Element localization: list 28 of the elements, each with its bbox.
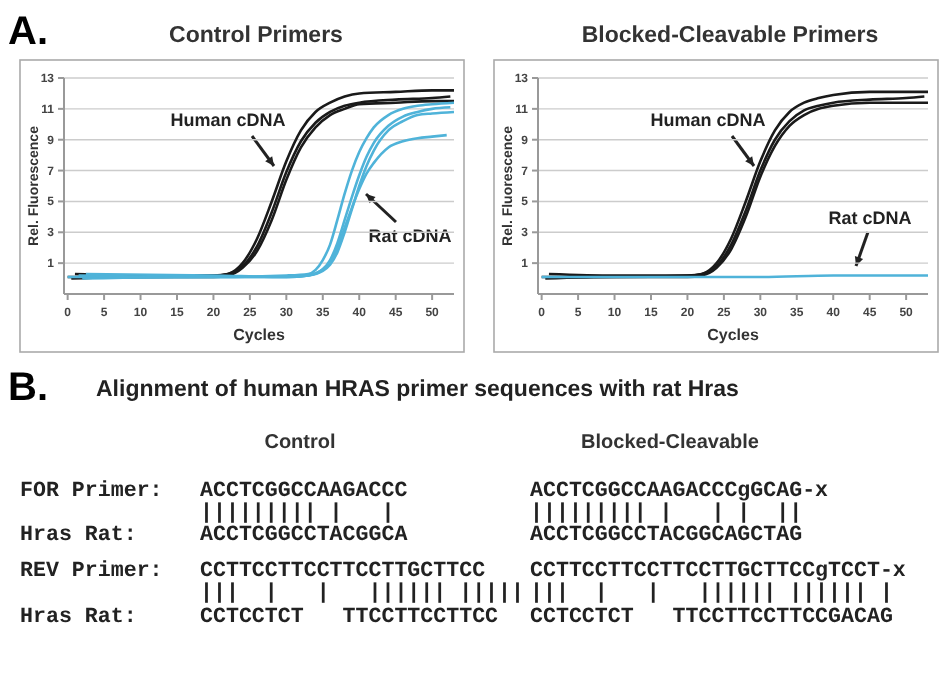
text: ACCTCGGCCAAGACCCgGCAG-x [530, 480, 830, 504]
text: ||||||||| | | | || [530, 502, 803, 526]
chart-title: Blocked-Cleavable Primers [581, 24, 879, 48]
text: CCTTCCTTCCTTCCTTGCTTCCgTCCT-x [530, 560, 907, 584]
x-axis-title: Cycles [233, 326, 286, 344]
text: Control [264, 432, 336, 454]
annotation: Rat cDNA [828, 208, 913, 228]
text: CCTCCTCT TTCCTTCCTTCCGACAG [530, 606, 893, 630]
text: REV Primer: [20, 560, 163, 584]
chart-title: Control Primers [169, 24, 343, 48]
text: ACCTCGGCCTACGGCA [200, 524, 409, 548]
x-axis-title: Cycles [707, 326, 760, 344]
text: CCTTCCTTCCTTCCTTGCTTCC [200, 560, 487, 584]
text: ||| | | |||||| ||||| [200, 582, 524, 606]
text: ||| | | |||||| |||||| | [530, 582, 893, 606]
text: ||||||||| | | [200, 502, 395, 526]
text: Hras Rat: [20, 524, 137, 548]
text: FOR Primer: [20, 480, 163, 504]
text: CCTCCTCT TTCCTTCCTTCC [200, 606, 500, 630]
text: ACCTCGGCCTACGGCAGCTAG [530, 524, 803, 548]
text: Hras Rat: [20, 606, 137, 630]
annotation: Human cDNA [650, 110, 767, 130]
text: Blocked-Cleavable [581, 432, 760, 454]
text: Alignment of human HRAS primer sequences with rat Hras [96, 378, 739, 402]
text: A. [8, 10, 48, 54]
text: ACCTCGGCCAAGACCC [200, 480, 409, 504]
annotation: Human cDNA [170, 110, 287, 130]
text: B. [8, 366, 48, 410]
